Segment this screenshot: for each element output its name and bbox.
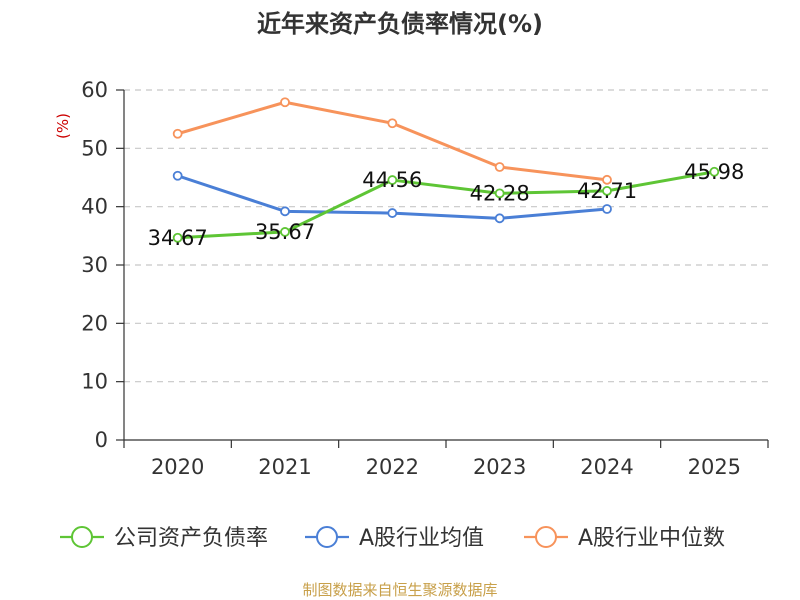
data-label: 45.98: [684, 160, 744, 184]
legend: 公司资产负债率 A股行业均值 A股行业中位数: [60, 526, 725, 551]
legend-marker: [316, 526, 338, 548]
series-line-0: [177, 170, 715, 240]
data-label: 34.67: [148, 226, 208, 250]
data-point: [387, 175, 398, 185]
data-label: 44.56: [362, 168, 422, 192]
data-point: [172, 170, 183, 181]
data-point: [172, 128, 183, 139]
data-point: [280, 227, 290, 237]
data-point: [602, 185, 612, 196]
x-tick-label: 2020: [151, 455, 204, 479]
x-tick-label: 2021: [258, 455, 311, 479]
legend-label: A股行业均值: [359, 526, 484, 551]
data-point: [280, 206, 290, 217]
data-point: [494, 213, 505, 224]
data-point: [387, 208, 398, 218]
x-tick-label: 2022: [366, 455, 419, 479]
data-label: 42.28: [470, 181, 530, 205]
series-layer: [172, 97, 720, 243]
y-tick-label: 10: [81, 370, 108, 394]
y-tick-label: 0: [95, 428, 108, 452]
y-axis-unit: (%): [54, 113, 72, 139]
source-note: 制图数据来自恒生聚源数据库: [302, 581, 497, 599]
chart-title: 近年来资产负债率情况(%): [257, 10, 543, 38]
data-point: [494, 162, 505, 172]
y-tick-label: 20: [81, 311, 108, 335]
y-tick-label: 50: [81, 136, 108, 160]
x-tick-label: 2024: [580, 455, 633, 479]
data-label: 35.67: [255, 220, 315, 244]
y-tick-label: 60: [81, 78, 108, 102]
data-point: [387, 118, 398, 129]
legend-label: A股行业中位数: [578, 526, 725, 551]
data-point: [602, 174, 612, 185]
y-tick-label: 30: [81, 253, 108, 277]
grid-lines: [124, 89, 768, 383]
x-tick-label: 2025: [688, 455, 741, 479]
data-labels: 34.67 35.67 44.56 42.28 42.71 45.98: [148, 160, 745, 250]
legend-label: 公司资产负债率: [114, 526, 268, 551]
legend-marker: [535, 526, 557, 548]
x-tick-label: 2023: [473, 455, 526, 479]
legend-marker: [71, 526, 93, 548]
y-tick-label: 40: [81, 195, 108, 219]
data-point: [494, 188, 505, 199]
data-point: [709, 166, 720, 177]
data-point: [280, 97, 290, 108]
data-label: 42.71: [577, 179, 637, 203]
data-point: [172, 232, 183, 243]
axes: 0 10 20 30 40 50 60 2020 2021 2022 2023 2024 2025: [81, 78, 769, 479]
data-point: [602, 204, 612, 214]
